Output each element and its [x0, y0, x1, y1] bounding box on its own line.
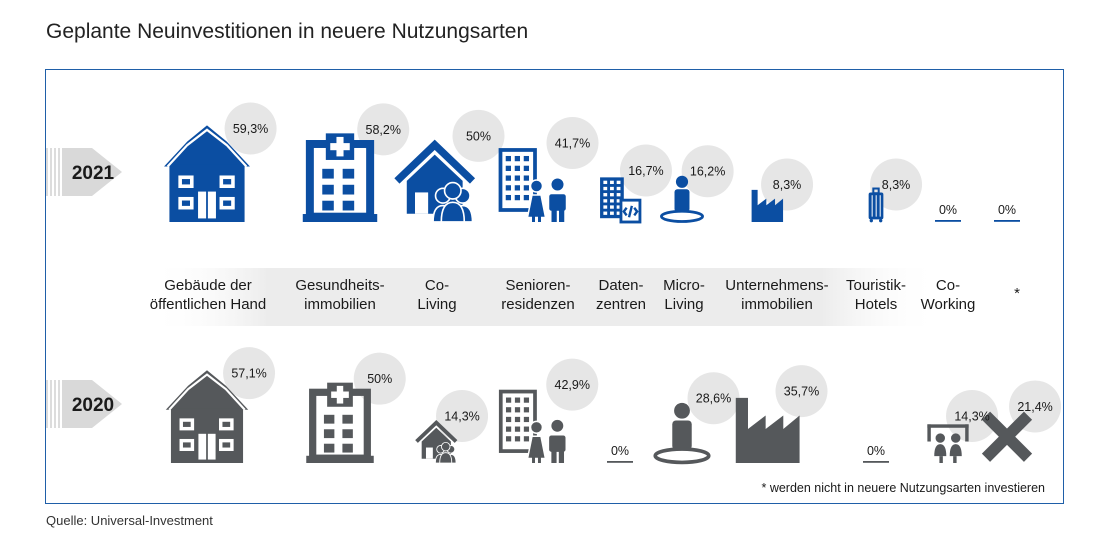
- value-label: 58,2%: [366, 123, 401, 137]
- category-label: Gebäude der öffentlichen Hand: [150, 277, 266, 313]
- value-label: 14,3%: [954, 410, 989, 424]
- co-living-icon: [394, 139, 476, 223]
- factory-icon: [735, 397, 800, 463]
- category-label: Gesundheits-immobilien: [295, 277, 384, 313]
- value-label: 28,6%: [696, 392, 731, 406]
- value-label: 0%: [998, 203, 1016, 217]
- co-living-icon: [415, 419, 458, 464]
- factory-icon: [751, 189, 784, 222]
- value-label: 42,9%: [555, 378, 590, 392]
- value-label: 0%: [939, 203, 957, 217]
- micro-living-icon: [660, 175, 704, 223]
- data-center-icon: [600, 177, 642, 224]
- value-bubble: [224, 102, 277, 155]
- value-label: 50%: [367, 372, 392, 386]
- public-building-icon: [164, 125, 250, 222]
- value-bubble: [223, 347, 276, 400]
- category-band: [150, 268, 940, 326]
- category-label: Daten-zentren: [596, 277, 646, 313]
- value-label: 8,3%: [882, 178, 911, 192]
- hotel-icon: [868, 187, 884, 223]
- category-label: *: [1014, 285, 1020, 302]
- value-bubble: [452, 109, 505, 162]
- value-label: 16,2%: [690, 165, 725, 179]
- senior-residence-icon: [498, 389, 567, 463]
- year-tag-2020: 2020: [46, 380, 122, 428]
- value-bubble: [687, 372, 740, 425]
- zero-mark: [863, 461, 889, 463]
- value-label: 57,1%: [231, 367, 266, 381]
- category-label: Co-Living: [417, 277, 456, 313]
- value-label: 16,7%: [628, 164, 663, 178]
- value-label: 35,7%: [784, 385, 819, 399]
- year-label-2021: 2021: [72, 163, 115, 184]
- chart-title: Geplante Neuinvestitionen in neuere Nutz…: [46, 20, 529, 43]
- hospital-icon: [302, 133, 378, 222]
- value-bubble: [681, 145, 734, 198]
- category-label: Micro-Living: [663, 277, 705, 313]
- category-label: Unternehmens-immobilien: [725, 277, 828, 313]
- value-label: 41,7%: [555, 136, 590, 150]
- micro-living-icon: [653, 402, 711, 465]
- value-bubble: [946, 390, 999, 443]
- value-label: 21,4%: [1017, 400, 1052, 414]
- category-label: Co-Working: [921, 277, 976, 313]
- year-label-2020: 2020: [72, 395, 114, 416]
- value-label: 0%: [867, 444, 885, 458]
- value-label: 59,3%: [233, 122, 268, 136]
- footnote: * werden nicht in neuere Nutzungsarten i…: [761, 481, 1045, 495]
- value-bubble: [436, 390, 489, 443]
- zero-mark: [994, 220, 1020, 222]
- value-label: 50%: [466, 129, 491, 143]
- value-label: 14,3%: [444, 410, 479, 424]
- category-label: Senioren-residenzen: [501, 277, 574, 313]
- co-working-icon: [927, 424, 969, 463]
- zero-mark: [935, 220, 961, 222]
- zero-mark: [607, 461, 633, 463]
- value-bubble: [761, 158, 814, 211]
- none-cross-icon: [981, 411, 1033, 462]
- source-note: Quelle: Universal-Investment: [46, 513, 213, 528]
- chart-frame: [45, 69, 1064, 504]
- value-bubble: [775, 365, 828, 418]
- value-label: 8,3%: [773, 178, 802, 192]
- public-building-icon: [165, 370, 249, 464]
- value-bubble: [546, 116, 599, 169]
- hospital-icon: [306, 382, 374, 463]
- year-tag-2021: 2021: [46, 148, 122, 196]
- category-label: Touristik-Hotels: [846, 277, 906, 313]
- value-bubble: [619, 144, 672, 197]
- value-label: 0%: [611, 444, 629, 458]
- value-bubble: [546, 358, 599, 411]
- senior-residence-icon: [498, 148, 568, 222]
